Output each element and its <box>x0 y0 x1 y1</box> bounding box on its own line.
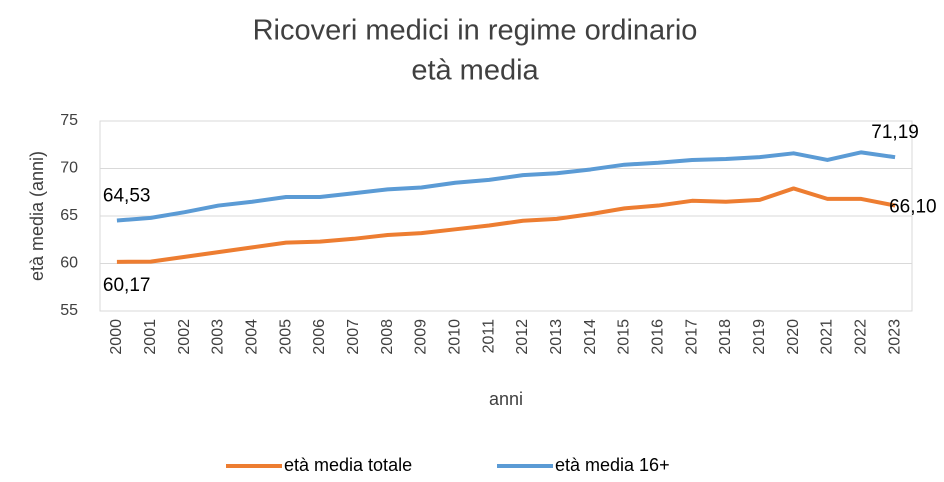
y-tick-label: 70 <box>60 160 78 177</box>
x-axis-title: anni <box>489 389 523 409</box>
legend-label: età media 16+ <box>555 455 670 475</box>
data-label: 60,17 <box>103 275 151 296</box>
y-tick-label: 75 <box>60 112 78 129</box>
x-tick-label: 2007 <box>345 319 362 355</box>
plot-border <box>99 120 913 312</box>
x-tick-label: 2019 <box>751 319 768 355</box>
x-tick-label: 2017 <box>683 319 700 355</box>
x-tick-label: 2009 <box>413 319 430 355</box>
x-tick-label: 2004 <box>243 319 260 355</box>
x-tick-label: 2013 <box>548 319 565 355</box>
x-tick-label: 2006 <box>311 319 328 355</box>
y-tick-label: 60 <box>60 255 78 272</box>
x-tick-label: 2022 <box>852 319 869 355</box>
x-tick-label: 2001 <box>142 319 159 355</box>
y-axis-title: età media (anni) <box>27 151 47 281</box>
x-tick-label: 2002 <box>176 319 193 355</box>
x-tick-label: 2005 <box>277 319 294 355</box>
x-tick-label: 2021 <box>819 319 836 355</box>
y-tick-label: 65 <box>60 207 78 224</box>
x-tick-label: 2000 <box>108 319 125 355</box>
data-label: 71,19 <box>871 122 919 143</box>
data-label: 64,53 <box>103 185 151 206</box>
y-tick-label: 55 <box>60 302 78 319</box>
x-tick-label: 2016 <box>649 319 666 355</box>
x-tick-label: 2011 <box>480 319 497 354</box>
line <box>116 150 896 223</box>
chart-title: Ricoveri medici in regime ordinario <box>253 15 698 47</box>
x-tick-label: 2020 <box>785 319 802 355</box>
x-tick-label: 2012 <box>514 319 531 355</box>
x-tick-label: 2003 <box>210 319 227 355</box>
x-tick-label: 2010 <box>446 319 463 355</box>
legend-label: età media totale <box>284 455 412 475</box>
line <box>116 186 896 264</box>
x-tick-label: 2015 <box>616 319 633 355</box>
x-tick-label: 2014 <box>582 319 599 355</box>
x-tick-label: 2023 <box>886 319 903 355</box>
x-tick-label: 2008 <box>379 319 396 355</box>
x-tick-label: 2018 <box>717 319 734 355</box>
chart-subtitle: età media <box>411 55 539 87</box>
data-label: 66,10 <box>889 197 937 218</box>
